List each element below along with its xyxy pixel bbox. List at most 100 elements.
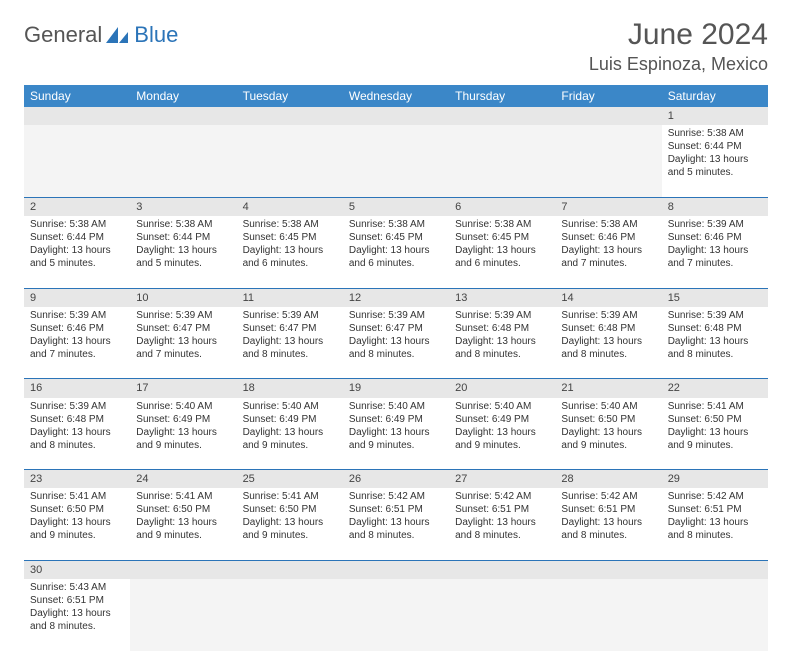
- day-cell: Sunrise: 5:39 AMSunset: 6:46 PMDaylight:…: [24, 307, 130, 379]
- day-cell: [237, 125, 343, 197]
- daylight: Daylight: 13 hours and 8 minutes.: [243, 335, 337, 361]
- sunrise: Sunrise: 5:39 AM: [668, 309, 762, 322]
- sunrise: Sunrise: 5:42 AM: [561, 490, 655, 503]
- logo-text-blue: Blue: [134, 22, 178, 48]
- day-cell: [662, 579, 768, 651]
- sunrise: Sunrise: 5:39 AM: [30, 400, 124, 413]
- daylight: Daylight: 13 hours and 8 minutes.: [30, 607, 124, 633]
- daylight: Daylight: 13 hours and 7 minutes.: [136, 335, 230, 361]
- daylight: Daylight: 13 hours and 9 minutes.: [455, 426, 549, 452]
- daylight: Daylight: 13 hours and 5 minutes.: [668, 153, 762, 179]
- day-cell: Sunrise: 5:38 AMSunset: 6:45 PMDaylight:…: [343, 216, 449, 288]
- daylight: Daylight: 13 hours and 8 minutes.: [668, 516, 762, 542]
- sunrise: Sunrise: 5:41 AM: [136, 490, 230, 503]
- sunset: Sunset: 6:50 PM: [668, 413, 762, 426]
- sunset: Sunset: 6:51 PM: [455, 503, 549, 516]
- day-cell: [237, 579, 343, 651]
- week-row: Sunrise: 5:38 AMSunset: 6:44 PMDaylight:…: [24, 125, 768, 197]
- day-number: [343, 107, 449, 125]
- day-cell: [555, 579, 661, 651]
- daylight: Daylight: 13 hours and 9 minutes.: [136, 426, 230, 452]
- day-number: 28: [555, 470, 661, 489]
- sunrise: Sunrise: 5:40 AM: [136, 400, 230, 413]
- day-number: [130, 107, 236, 125]
- day-number: 9: [24, 288, 130, 307]
- sunrise: Sunrise: 5:42 AM: [455, 490, 549, 503]
- sunset: Sunset: 6:50 PM: [30, 503, 124, 516]
- day-number: [555, 107, 661, 125]
- sunset: Sunset: 6:48 PM: [30, 413, 124, 426]
- week-row: Sunrise: 5:38 AMSunset: 6:44 PMDaylight:…: [24, 216, 768, 288]
- day-cell: Sunrise: 5:39 AMSunset: 6:48 PMDaylight:…: [555, 307, 661, 379]
- day-cell: Sunrise: 5:39 AMSunset: 6:48 PMDaylight:…: [662, 307, 768, 379]
- day-number: 23: [24, 470, 130, 489]
- calendar-body: 1Sunrise: 5:38 AMSunset: 6:44 PMDaylight…: [24, 107, 768, 651]
- daylight: Daylight: 13 hours and 9 minutes.: [136, 516, 230, 542]
- sunrise: Sunrise: 5:39 AM: [136, 309, 230, 322]
- day-number: 15: [662, 288, 768, 307]
- sunset: Sunset: 6:51 PM: [349, 503, 443, 516]
- day-number: 2: [24, 197, 130, 216]
- sunset: Sunset: 6:47 PM: [136, 322, 230, 335]
- day-number: [343, 560, 449, 579]
- day-cell: Sunrise: 5:38 AMSunset: 6:46 PMDaylight:…: [555, 216, 661, 288]
- sunset: Sunset: 6:49 PM: [136, 413, 230, 426]
- daylight: Daylight: 13 hours and 9 minutes.: [30, 516, 124, 542]
- day-cell: Sunrise: 5:38 AMSunset: 6:44 PMDaylight:…: [130, 216, 236, 288]
- day-cell: Sunrise: 5:40 AMSunset: 6:49 PMDaylight:…: [237, 398, 343, 470]
- sunrise: Sunrise: 5:39 AM: [561, 309, 655, 322]
- day-header: Sunday: [24, 85, 130, 107]
- day-number: 5: [343, 197, 449, 216]
- day-number: 14: [555, 288, 661, 307]
- sunrise: Sunrise: 5:38 AM: [455, 218, 549, 231]
- sunrise: Sunrise: 5:38 AM: [668, 127, 762, 140]
- daylight: Daylight: 13 hours and 7 minutes.: [668, 244, 762, 270]
- day-cell: Sunrise: 5:41 AMSunset: 6:50 PMDaylight:…: [662, 398, 768, 470]
- sunrise: Sunrise: 5:40 AM: [561, 400, 655, 413]
- day-cell: Sunrise: 5:38 AMSunset: 6:45 PMDaylight:…: [237, 216, 343, 288]
- day-cell: Sunrise: 5:39 AMSunset: 6:47 PMDaylight:…: [343, 307, 449, 379]
- day-number: [130, 560, 236, 579]
- day-header-row: SundayMondayTuesdayWednesdayThursdayFrid…: [24, 85, 768, 107]
- sunrise: Sunrise: 5:39 AM: [243, 309, 337, 322]
- daylight: Daylight: 13 hours and 7 minutes.: [30, 335, 124, 361]
- sunset: Sunset: 6:44 PM: [30, 231, 124, 244]
- day-number: 20: [449, 379, 555, 398]
- sunset: Sunset: 6:45 PM: [455, 231, 549, 244]
- day-number: 30: [24, 560, 130, 579]
- daynum-row: 9101112131415: [24, 288, 768, 307]
- daylight: Daylight: 13 hours and 8 minutes.: [30, 426, 124, 452]
- sunset: Sunset: 6:51 PM: [30, 594, 124, 607]
- day-header: Wednesday: [343, 85, 449, 107]
- daylight: Daylight: 13 hours and 5 minutes.: [30, 244, 124, 270]
- daynum-row: 23242526272829: [24, 470, 768, 489]
- day-cell: [449, 125, 555, 197]
- sunset: Sunset: 6:49 PM: [243, 413, 337, 426]
- sunrise: Sunrise: 5:38 AM: [136, 218, 230, 231]
- daylight: Daylight: 13 hours and 5 minutes.: [136, 244, 230, 270]
- sunset: Sunset: 6:44 PM: [136, 231, 230, 244]
- sunset: Sunset: 6:45 PM: [349, 231, 443, 244]
- logo: General Blue: [24, 22, 178, 48]
- header: General Blue June 2024 Luis Espinoza, Me…: [24, 18, 768, 75]
- sunset: Sunset: 6:48 PM: [455, 322, 549, 335]
- sunrise: Sunrise: 5:42 AM: [349, 490, 443, 503]
- day-cell: [449, 579, 555, 651]
- day-header: Monday: [130, 85, 236, 107]
- day-number: 19: [343, 379, 449, 398]
- sunrise: Sunrise: 5:39 AM: [30, 309, 124, 322]
- sunset: Sunset: 6:47 PM: [243, 322, 337, 335]
- sunset: Sunset: 6:47 PM: [349, 322, 443, 335]
- sunrise: Sunrise: 5:40 AM: [455, 400, 549, 413]
- day-cell: Sunrise: 5:39 AMSunset: 6:48 PMDaylight:…: [24, 398, 130, 470]
- day-number: 11: [237, 288, 343, 307]
- day-cell: Sunrise: 5:42 AMSunset: 6:51 PMDaylight:…: [449, 488, 555, 560]
- day-number: 13: [449, 288, 555, 307]
- daylight: Daylight: 13 hours and 6 minutes.: [455, 244, 549, 270]
- day-number: 26: [343, 470, 449, 489]
- day-cell: Sunrise: 5:39 AMSunset: 6:47 PMDaylight:…: [237, 307, 343, 379]
- day-cell: [343, 579, 449, 651]
- day-number: [449, 107, 555, 125]
- day-number: 25: [237, 470, 343, 489]
- sunrise: Sunrise: 5:39 AM: [349, 309, 443, 322]
